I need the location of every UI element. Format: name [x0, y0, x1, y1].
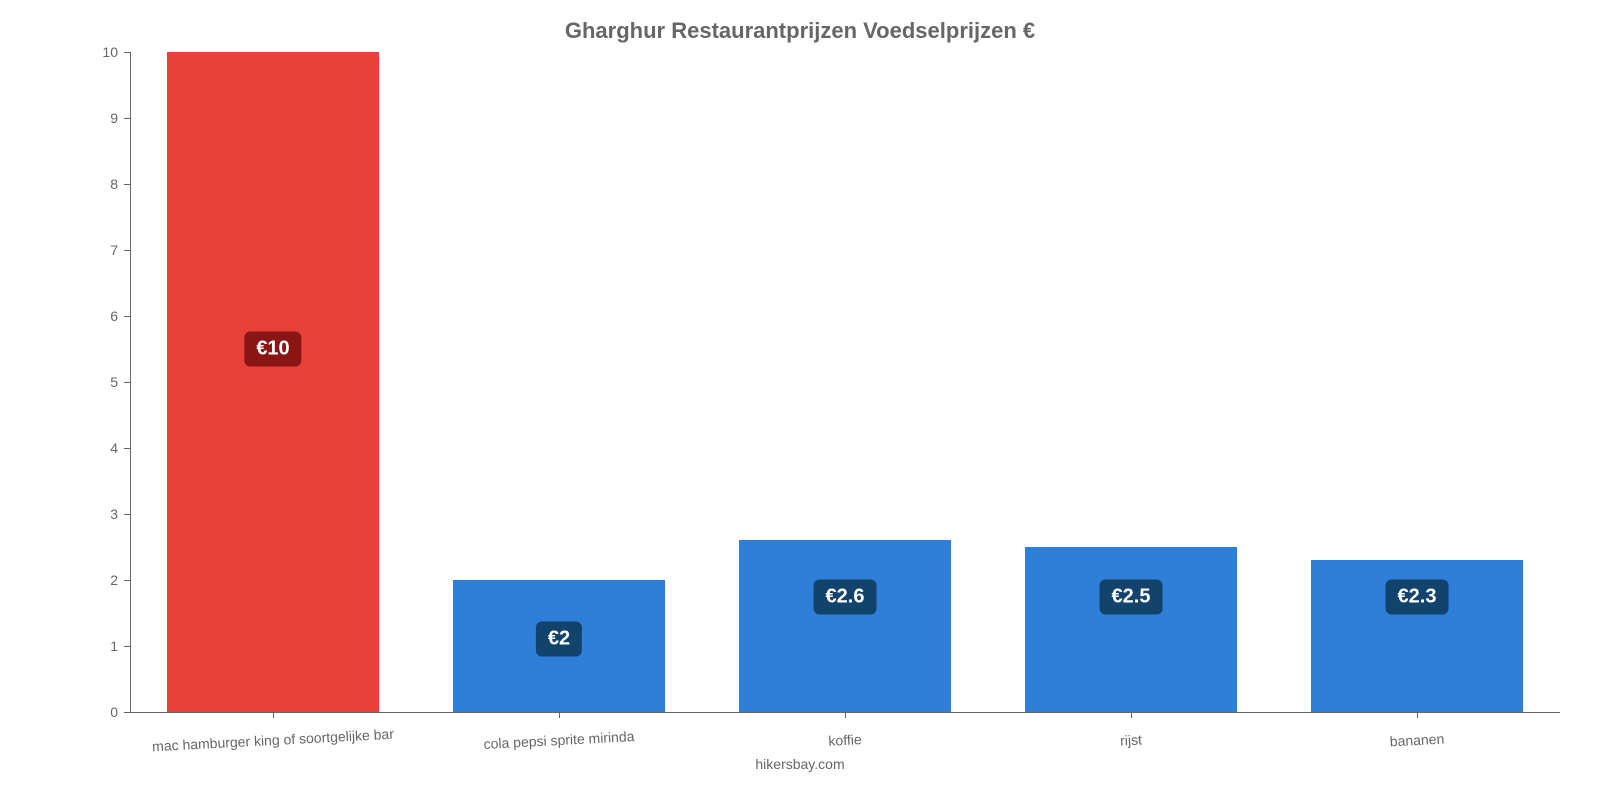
y-tick [124, 448, 130, 449]
x-tick-label: mac hamburger king of soortgelijke bar [152, 726, 395, 755]
y-tick-label: 2 [78, 572, 118, 588]
bar-value-label: €2.6 [814, 579, 877, 614]
y-tick [124, 52, 130, 53]
y-tick-label: 7 [78, 242, 118, 258]
y-tick-label: 6 [78, 308, 118, 324]
bar-value-label: €2.3 [1386, 579, 1449, 614]
bar-value-label: €2.5 [1100, 579, 1163, 614]
y-tick-label: 4 [78, 440, 118, 456]
y-tick [124, 118, 130, 119]
chart-title: Gharghur Restaurantprijzen Voedselprijze… [0, 18, 1600, 44]
plot-area: 012345678910€10mac hamburger king of soo… [130, 52, 1560, 712]
y-tick-label: 3 [78, 506, 118, 522]
x-tick [559, 712, 560, 718]
y-tick [124, 250, 130, 251]
y-tick [124, 580, 130, 581]
attribution-text: hikersbay.com [0, 756, 1600, 772]
bar-chart: Gharghur Restaurantprijzen Voedselprijze… [0, 0, 1600, 800]
bar-value-label: €10 [244, 332, 301, 367]
x-tick [273, 712, 274, 718]
bar-value-label: €2 [536, 622, 582, 657]
bar [739, 540, 951, 712]
y-tick [124, 646, 130, 647]
y-tick [124, 382, 130, 383]
bar [1025, 547, 1237, 712]
y-tick-label: 5 [78, 374, 118, 390]
y-tick-label: 9 [78, 110, 118, 126]
y-tick-label: 8 [78, 176, 118, 192]
y-tick [124, 514, 130, 515]
y-tick [124, 184, 130, 185]
y-tick-label: 10 [78, 44, 118, 60]
y-tick-label: 1 [78, 638, 118, 654]
y-axis-line [130, 52, 131, 712]
x-tick-label: rijst [1120, 731, 1143, 748]
x-tick [1131, 712, 1132, 718]
x-tick-label: koffie [828, 731, 862, 749]
bar [167, 52, 379, 712]
x-tick-label: cola pepsi sprite mirinda [483, 728, 635, 752]
x-tick-label: bananen [1389, 731, 1444, 750]
y-tick-label: 0 [78, 704, 118, 720]
x-tick [845, 712, 846, 718]
y-tick [124, 316, 130, 317]
x-tick [1417, 712, 1418, 718]
y-tick [124, 712, 130, 713]
